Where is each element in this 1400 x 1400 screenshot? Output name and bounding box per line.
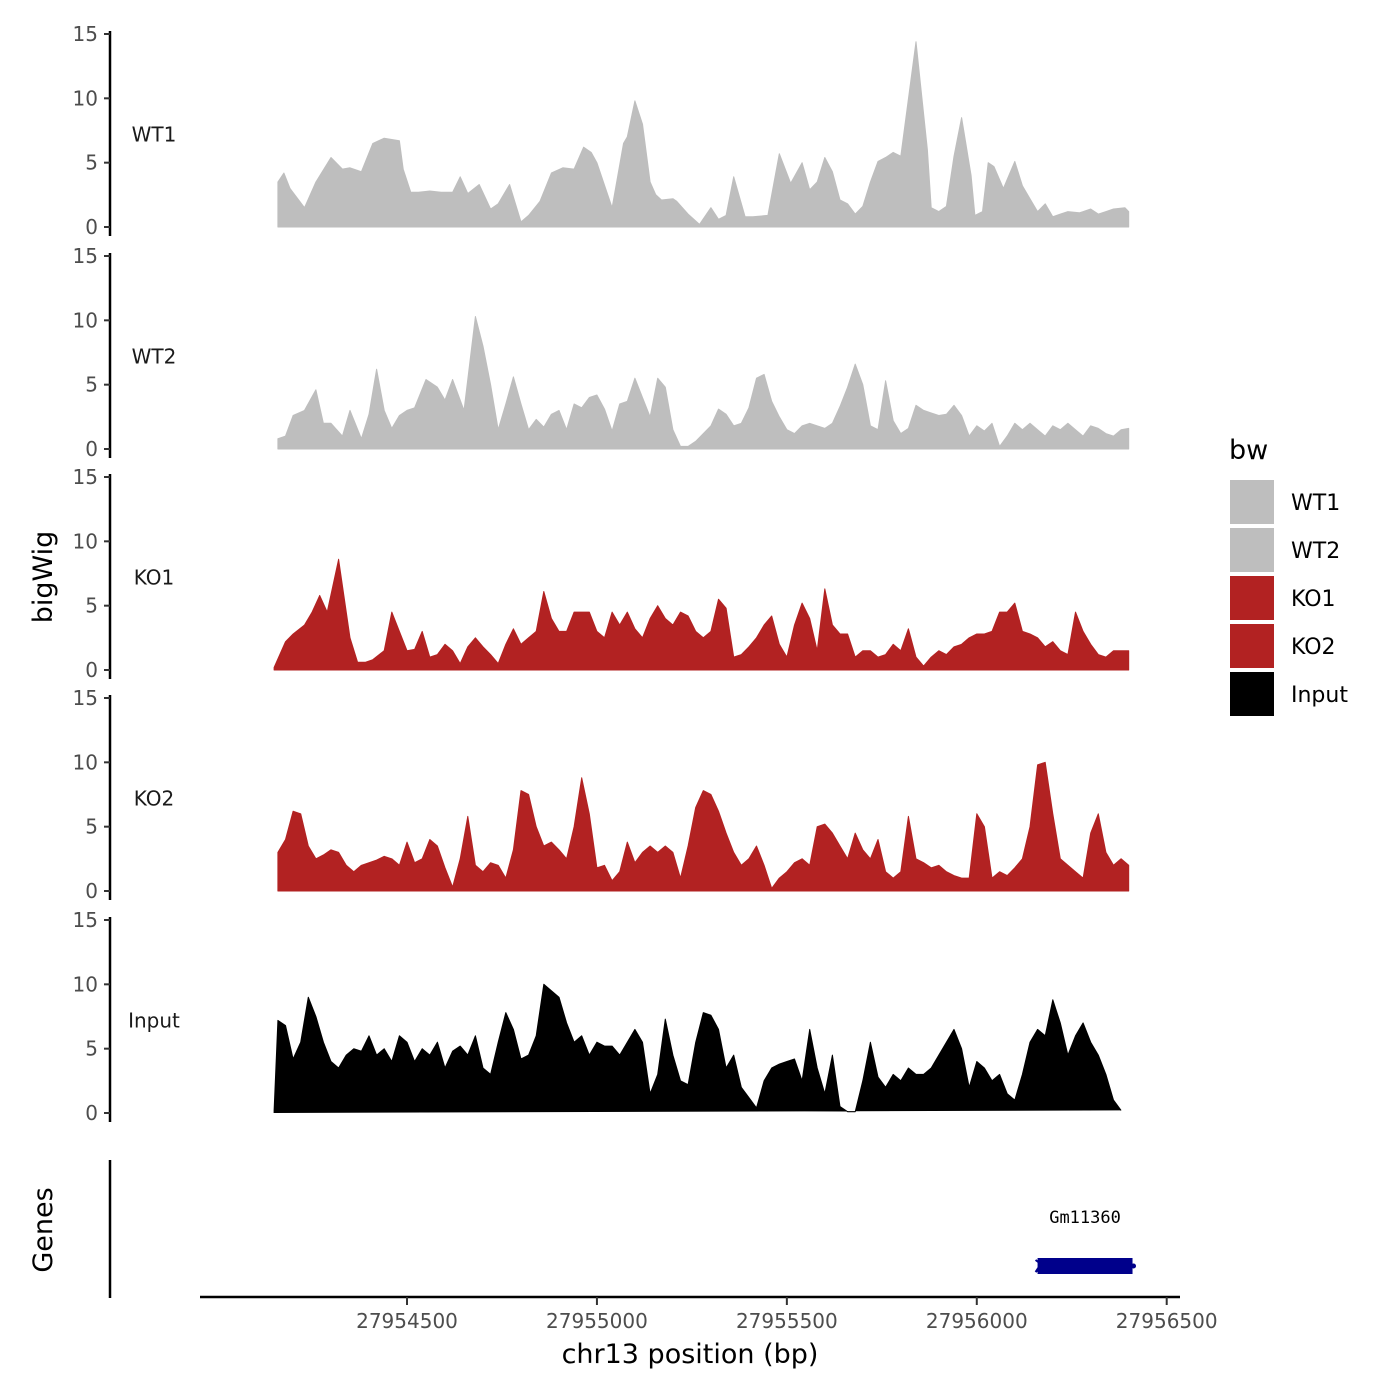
track-label-input: Input: [128, 1008, 180, 1032]
gene-gm11360: Gm11360: [1034, 1208, 1137, 1274]
x-tick-label: 27954500: [356, 1309, 458, 1333]
y-axis-title: bigWig: [28, 531, 59, 624]
y-tick-label: 5: [85, 1037, 98, 1061]
legend-item-wt1: WT1: [1230, 480, 1340, 524]
x-axis: 27954500 27955000 27955500 27956000 27956500: [200, 1295, 1218, 1333]
legend-swatch: [1230, 624, 1274, 668]
legend-item-ko1: KO1: [1230, 576, 1336, 620]
strand-marker: [1034, 1259, 1046, 1273]
y-tick-label: 10: [73, 308, 98, 332]
legend-title: bw: [1229, 435, 1268, 466]
x-tick-label: 27955500: [736, 1309, 838, 1333]
genes-panel: Gm11360: [108, 1160, 1137, 1298]
legend-swatch: [1230, 528, 1274, 572]
genes-axis-title: Genes: [28, 1187, 59, 1272]
legend-label: KO1: [1291, 587, 1336, 612]
y-tick-label: 0: [85, 658, 98, 682]
y-tick-label: 5: [85, 594, 98, 618]
y-tick-label: 10: [73, 529, 98, 553]
gene-body: [1037, 1258, 1133, 1274]
y-tick-label: 15: [73, 686, 98, 710]
gene-label: Gm11360: [1049, 1208, 1121, 1228]
legend-swatch: [1230, 672, 1274, 716]
legend-item-wt2: WT2: [1230, 528, 1340, 572]
y-tick-label: 0: [85, 1101, 98, 1125]
y-tick-label: 0: [85, 437, 98, 461]
signal-area-ko2: [277, 761, 1130, 892]
x-tick-label: 27956500: [1116, 1309, 1218, 1333]
y-tick-label: 10: [73, 972, 98, 996]
legend-item-ko2: KO2: [1230, 624, 1336, 668]
tracks-layer: 0 5 10 15 WT1 0 5 10 15 WT2 0 5 10 15 KO1 0 5 10 15 KO2 0 5 10…: [73, 22, 1130, 1125]
track-wt1: 0 5 10 15 WT1: [73, 22, 1130, 239]
x-axis-title: chr13 position (bp): [562, 1339, 819, 1370]
track-ko2: 0 5 10 15 KO2: [73, 686, 1130, 903]
track-input: 0 5 10 15 Input: [73, 908, 1122, 1125]
track-label-wt1: WT1: [132, 122, 177, 146]
track-label-ko2: KO2: [134, 786, 175, 810]
legend-label: Input: [1291, 683, 1348, 708]
track-ko1: 0 5 10 15 KO1: [73, 465, 1130, 682]
legend: bw WT1 WT2 KO1 KO2 Input: [1229, 435, 1348, 716]
signal-area-wt2: [277, 316, 1130, 450]
y-tick-label: 0: [85, 879, 98, 903]
y-tick-label: 15: [73, 908, 98, 932]
legend-label: KO2: [1291, 635, 1336, 660]
x-tick-label: 27956000: [926, 1309, 1028, 1333]
signal-area-ko1: [273, 558, 1130, 671]
y-tick-label: 5: [85, 815, 98, 839]
y-tick-label: 15: [73, 244, 98, 268]
y-tick-label: 5: [85, 373, 98, 397]
legend-label: WT1: [1291, 491, 1340, 516]
track-label-ko1: KO1: [134, 565, 175, 589]
y-tick-label: 10: [73, 750, 98, 774]
y-tick-label: 0: [85, 215, 98, 239]
y-tick-label: 10: [73, 86, 98, 110]
gene-end-marker: [1131, 1263, 1137, 1269]
legend-swatch: [1230, 576, 1274, 620]
track-label-wt2: WT2: [132, 344, 177, 368]
x-tick-label: 27955000: [546, 1309, 648, 1333]
legend-swatch: [1230, 480, 1274, 524]
y-tick-label: 15: [73, 465, 98, 489]
track-wt2: 0 5 10 15 WT2: [73, 244, 1130, 461]
legend-label: WT2: [1291, 539, 1340, 564]
y-tick-label: 5: [85, 151, 98, 175]
signal-area-input: [273, 983, 1122, 1113]
y-tick-label: 15: [73, 22, 98, 46]
legend-item-input: Input: [1230, 672, 1348, 716]
signal-area-wt1: [277, 41, 1130, 228]
